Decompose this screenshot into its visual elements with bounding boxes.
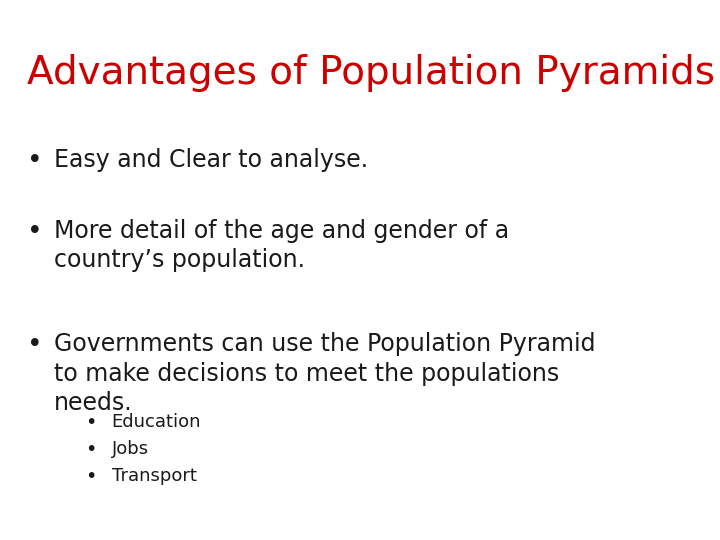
- Text: •: •: [27, 148, 43, 174]
- Text: Transport: Transport: [112, 467, 197, 485]
- Text: More detail of the age and gender of a
country’s population.: More detail of the age and gender of a c…: [54, 219, 509, 272]
- Text: Easy and Clear to analyse.: Easy and Clear to analyse.: [54, 148, 368, 172]
- Text: •: •: [85, 413, 96, 432]
- Text: Governments can use the Population Pyramid
to make decisions to meet the populat: Governments can use the Population Pyram…: [54, 332, 595, 415]
- Text: •: •: [27, 332, 43, 358]
- Text: Advantages of Population Pyramids: Advantages of Population Pyramids: [27, 54, 716, 92]
- Text: •: •: [27, 219, 43, 245]
- Text: •: •: [85, 467, 96, 486]
- Text: •: •: [85, 440, 96, 459]
- Text: Jobs: Jobs: [112, 440, 149, 458]
- Text: Education: Education: [112, 413, 201, 431]
